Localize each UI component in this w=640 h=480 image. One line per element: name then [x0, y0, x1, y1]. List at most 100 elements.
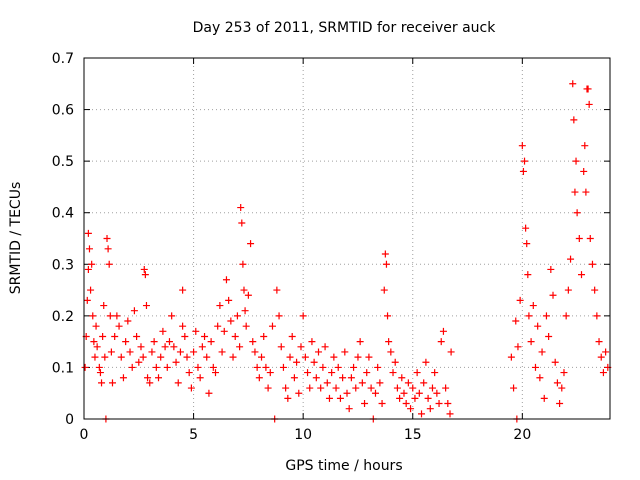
data-point — [531, 363, 539, 371]
data-point — [549, 291, 557, 299]
data-point — [92, 322, 100, 330]
data-point — [599, 369, 607, 377]
data-point — [201, 332, 209, 340]
data-point — [241, 307, 249, 315]
data-point — [521, 157, 529, 165]
data-point — [323, 379, 331, 387]
data-point — [295, 389, 303, 397]
data-point — [165, 338, 173, 346]
data-point — [321, 343, 329, 351]
data-point — [227, 317, 235, 325]
data-point — [381, 250, 389, 258]
data-point — [578, 271, 586, 279]
data-point — [183, 353, 191, 361]
data-point — [575, 235, 583, 242]
data-point — [117, 353, 125, 361]
data-point — [522, 224, 530, 232]
data-point — [310, 358, 318, 366]
data-point — [277, 343, 285, 351]
data-point — [591, 286, 599, 294]
data-point — [239, 260, 247, 268]
data-point — [356, 338, 364, 346]
x-axis-label: GPS time / hours — [285, 458, 402, 474]
data-point — [534, 322, 542, 330]
data-point — [163, 363, 171, 371]
data-point — [93, 343, 101, 351]
data-point — [527, 338, 535, 346]
x-tick-label: 15 — [404, 427, 422, 443]
y-tick-label: 0.5 — [52, 154, 74, 170]
data-point — [111, 332, 119, 340]
data-point — [81, 363, 89, 371]
data-point — [84, 229, 92, 237]
grid-lines — [84, 58, 610, 419]
data-point — [404, 379, 412, 387]
data-point — [402, 400, 410, 408]
data-point — [447, 348, 455, 356]
data-point — [91, 353, 99, 361]
data-point — [255, 374, 263, 382]
data-point — [190, 348, 198, 356]
data-point — [567, 255, 575, 263]
data-point — [545, 332, 553, 340]
data-point — [253, 363, 261, 371]
data-point — [400, 389, 408, 397]
data-point — [365, 353, 373, 361]
data-point — [203, 353, 211, 361]
data-point — [113, 312, 121, 320]
data-point — [352, 384, 360, 392]
data-point — [341, 348, 349, 356]
data-point — [122, 338, 130, 346]
data-point — [290, 374, 298, 382]
data-point — [354, 353, 362, 361]
data-point — [181, 332, 189, 340]
data-point — [139, 353, 147, 361]
data-point — [85, 245, 93, 253]
data-point — [103, 235, 111, 242]
data-point — [124, 317, 132, 325]
data-point — [240, 286, 248, 294]
data-point — [332, 384, 340, 392]
data-point — [572, 157, 580, 165]
data-point — [106, 312, 114, 320]
data-point — [233, 312, 241, 320]
x-tick-label: 20 — [513, 427, 531, 443]
y-tick-label: 0 — [65, 412, 74, 428]
data-point — [218, 348, 226, 356]
data-point — [198, 343, 206, 351]
data-point — [325, 394, 333, 402]
data-point — [238, 219, 246, 227]
data-point — [155, 374, 163, 382]
data-point — [426, 405, 434, 413]
data-point — [510, 384, 518, 392]
data-point — [363, 369, 371, 377]
data-point — [101, 353, 109, 361]
y-tick-label: 0.4 — [52, 206, 74, 222]
data-point — [84, 265, 92, 273]
data-point — [343, 389, 351, 397]
data-point — [538, 348, 546, 356]
data-point — [371, 389, 379, 397]
data-point — [347, 374, 355, 382]
data-point — [413, 369, 421, 377]
data-point — [286, 353, 294, 361]
data-point — [358, 379, 366, 387]
data-point — [345, 405, 353, 413]
data-point — [529, 302, 537, 310]
data-point — [126, 348, 134, 356]
data-point — [553, 379, 561, 387]
data-point — [586, 235, 594, 242]
data-point — [88, 260, 96, 268]
data-point — [396, 394, 404, 402]
data-point — [514, 343, 522, 351]
data-point — [306, 384, 314, 392]
data-point — [551, 358, 559, 366]
data-point — [519, 167, 527, 175]
data-point — [570, 116, 578, 124]
data-point — [312, 374, 320, 382]
axis-ticks: 0 5 10 15 20 0 0.1 0.2 0.3 0.4 0.5 0.6 0.7 — [52, 51, 610, 443]
data-point — [273, 286, 281, 294]
data-point — [176, 348, 184, 356]
data-point — [433, 389, 441, 397]
data-point — [350, 363, 358, 371]
